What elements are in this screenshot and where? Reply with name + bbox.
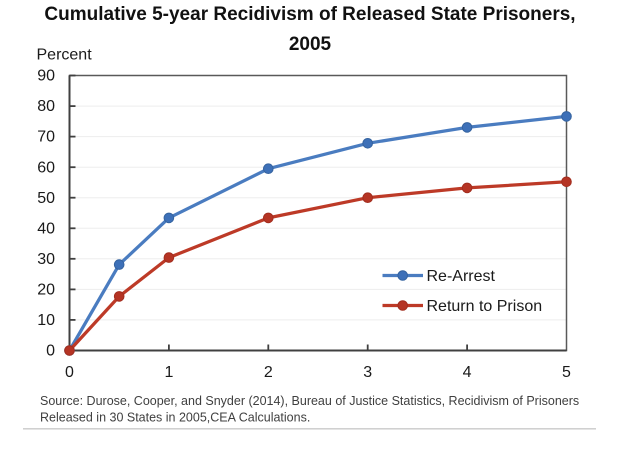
svg-text:30: 30	[37, 251, 55, 268]
svg-text:Return to Prison: Return to Prison	[427, 298, 543, 315]
svg-text:Cumulative 5-year Recidivism o: Cumulative 5-year Recidivism of Released…	[44, 4, 575, 25]
svg-text:10: 10	[37, 312, 55, 329]
svg-text:2005: 2005	[289, 34, 332, 55]
svg-text:4: 4	[463, 364, 472, 381]
svg-text:60: 60	[37, 159, 55, 176]
svg-text:1: 1	[164, 364, 173, 381]
svg-text:0: 0	[46, 343, 55, 360]
svg-text:Re-Arrest: Re-Arrest	[427, 268, 496, 285]
svg-text:2: 2	[264, 364, 273, 381]
svg-text:40: 40	[37, 220, 55, 237]
svg-text:3: 3	[363, 364, 372, 381]
svg-text:Released in 30 States in 2005,: Released in 30 States in 2005,CEA Calcul…	[40, 411, 310, 425]
svg-text:70: 70	[37, 129, 55, 146]
svg-text:5: 5	[562, 364, 571, 381]
svg-text:90: 90	[37, 68, 55, 85]
svg-text:0: 0	[65, 364, 74, 381]
svg-text:Source: Durose, Cooper, and Sn: Source: Durose, Cooper, and Snyder (2014…	[40, 394, 579, 408]
svg-text:20: 20	[37, 282, 55, 299]
svg-text:Percent: Percent	[37, 47, 93, 64]
svg-text:80: 80	[37, 98, 55, 115]
svg-text:50: 50	[37, 190, 55, 207]
